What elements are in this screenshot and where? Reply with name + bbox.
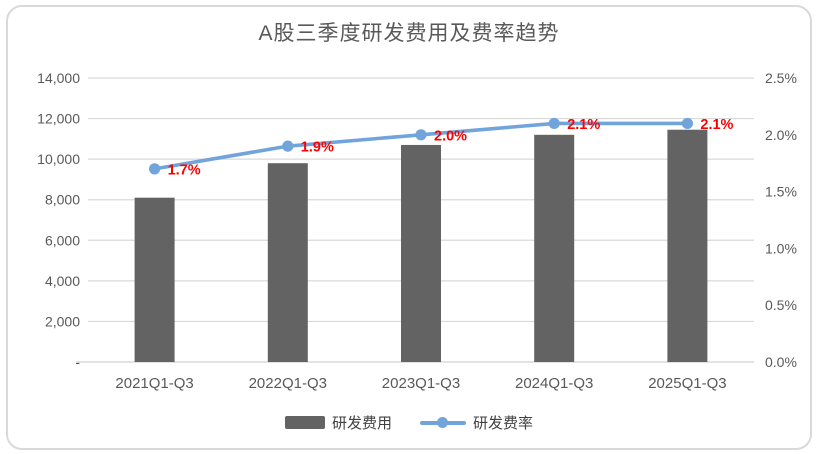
- legend-label: 研发费率: [473, 415, 534, 432]
- chart-title: A股三季度研发费用及费率趋势: [258, 22, 560, 45]
- bar-series-swatch-icon: [284, 416, 325, 429]
- legend-item-rd-rate: 研发费率: [420, 412, 533, 433]
- chart-frame: [6, 5, 812, 450]
- chart-legend: 研发费用 研发费率: [0, 412, 818, 433]
- legend-label: 研发费用: [331, 415, 392, 432]
- legend-item-rd-expense: 研发费用: [284, 412, 392, 433]
- line-series-swatch-icon: [420, 416, 466, 429]
